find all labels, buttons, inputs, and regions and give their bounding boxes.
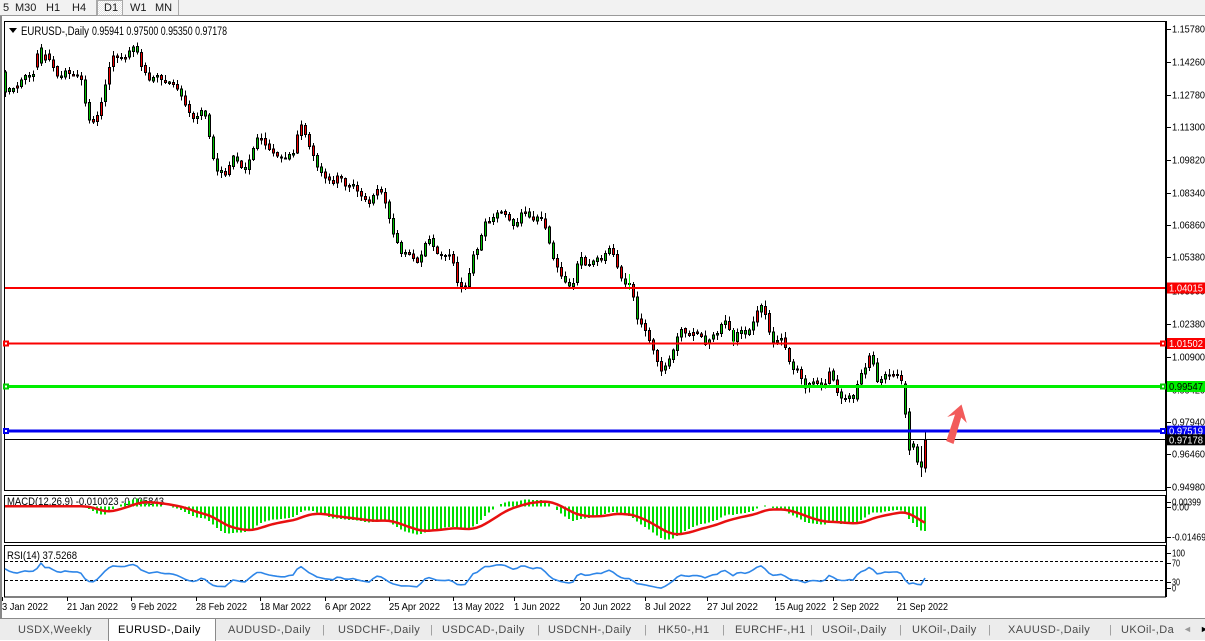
svg-text:0.00: 0.00 [1172, 502, 1189, 514]
svg-text:0: 0 [1172, 583, 1176, 595]
svg-text:1.09820: 1.09820 [1172, 155, 1205, 167]
svg-text:13 May 2022: 13 May 2022 [453, 601, 504, 613]
svg-text:1.14260: 1.14260 [1172, 57, 1205, 69]
svg-text:6 Apr 2022: 6 Apr 2022 [325, 601, 371, 613]
svg-text:3 Jan 2022: 3 Jan 2022 [2, 601, 48, 613]
svg-text:20 Jun 2022: 20 Jun 2022 [580, 601, 631, 613]
svg-text:0.00399: 0.00399 [1172, 497, 1201, 509]
svg-text:1.06860: 1.06860 [1172, 220, 1205, 232]
svg-text:1.15780: 1.15780 [1172, 24, 1205, 36]
svg-text:1.11300: 1.11300 [1172, 122, 1205, 134]
svg-text:0.97940: 0.97940 [1172, 417, 1205, 429]
svg-text:1.01502: 1.01502 [1169, 338, 1203, 350]
svg-text:15 Aug 2022: 15 Aug 2022 [775, 601, 826, 613]
svg-text:25 Apr 2022: 25 Apr 2022 [389, 601, 440, 613]
svg-text:1 Jun 2022: 1 Jun 2022 [514, 601, 560, 613]
svg-text:27 Jul 2022: 27 Jul 2022 [707, 601, 758, 613]
svg-text:1.05380: 1.05380 [1172, 252, 1205, 264]
svg-text:1.04015: 1.04015 [1169, 283, 1203, 295]
svg-text:1.12780: 1.12780 [1172, 90, 1205, 102]
svg-text:EURUSD-,Daily: EURUSD-,Daily [21, 26, 89, 38]
svg-text:0.99547: 0.99547 [1169, 381, 1203, 393]
svg-text:-0.01469: -0.01469 [1172, 532, 1205, 544]
svg-text:18 Mar 2022: 18 Mar 2022 [260, 601, 311, 613]
svg-text:RSI(14) 37.5268: RSI(14) 37.5268 [7, 550, 77, 562]
svg-text:1.08340: 1.08340 [1172, 188, 1205, 200]
svg-text:0.95941 0.97500 0.95350 0.9717: 0.95941 0.97500 0.95350 0.97178 [92, 26, 227, 38]
svg-text:1.00900: 1.00900 [1172, 352, 1205, 364]
svg-text:70: 70 [1172, 558, 1180, 570]
svg-text:28 Feb 2022: 28 Feb 2022 [196, 601, 247, 613]
svg-text:0.94980: 0.94980 [1172, 482, 1205, 494]
svg-text:1.02380: 1.02380 [1172, 319, 1205, 331]
svg-text:8 Jul 2022: 8 Jul 2022 [645, 601, 691, 613]
svg-text:30: 30 [1172, 577, 1180, 589]
svg-text:100: 100 [1172, 548, 1185, 560]
svg-text:21 Jan 2022: 21 Jan 2022 [67, 601, 118, 613]
svg-text:2 Sep 2022: 2 Sep 2022 [833, 601, 879, 613]
svg-text:0.97178: 0.97178 [1169, 434, 1203, 446]
svg-text:0.96460: 0.96460 [1172, 449, 1205, 461]
svg-text:21 Sep 2022: 21 Sep 2022 [897, 601, 948, 613]
svg-text:9 Feb 2022: 9 Feb 2022 [131, 601, 177, 613]
